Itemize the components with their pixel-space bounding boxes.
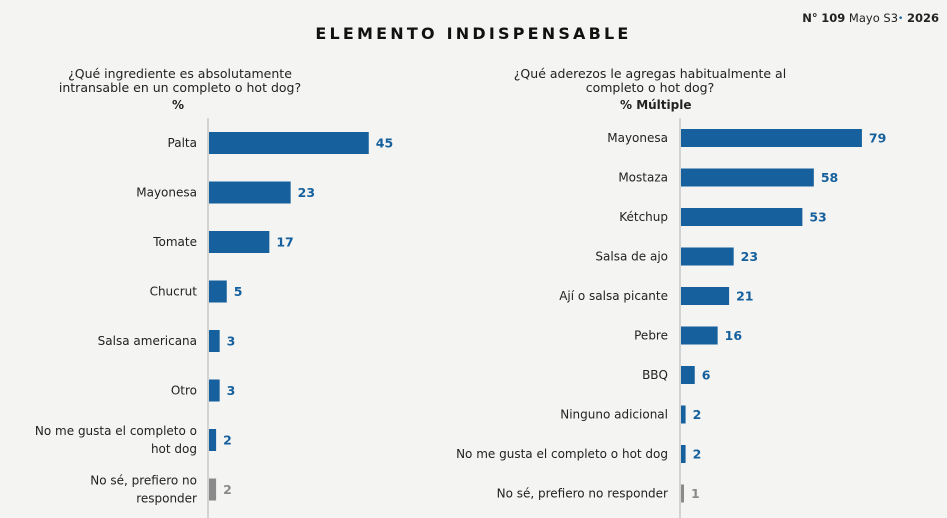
chart-1-bar [681,326,718,345]
chart-0-value-label: 17 [276,235,293,250]
chart-1-category-label: Mostaza [618,171,668,185]
chart-1-category-label: No me gusta el completo o hot dog [456,447,668,461]
issue-number: 109 [821,11,846,25]
chart-0-category-label: Salsa americana [98,334,197,348]
chart-0-value-label: 2 [223,433,232,448]
right-unit-label: % Múltiple [620,98,692,112]
chart-1-value-label: 2 [693,407,702,422]
left-question-line2: intransable en un completo o hot dog? [58,80,302,95]
chart-0-bar [209,429,217,451]
chart-1-bar [681,287,730,305]
chart-1-category-label: Ninguno adicional [560,408,668,422]
chart-1-value-label: 79 [869,131,886,146]
chart-0-category-label: No me gusta el completo o hot dog [35,424,197,456]
chart-1-category-label: Kétchup [619,210,668,224]
chart-0-value-label: 2 [223,482,232,497]
chart-0-bar [209,379,220,402]
right-question: ¿Qué aderezos le agregas habitualmente a… [480,67,820,95]
chart-0-category-label: Tomate [152,235,197,249]
right-question-line1: ¿Qué aderezos le agregas habitualmente a… [513,66,787,81]
issue-prefix: N° [802,11,818,25]
chart-0-category-label: Palta [168,136,197,150]
chart-1-value-label: 53 [809,210,826,225]
chart-1-bar [681,247,734,266]
issue-info: N° 109 Mayo S3• 2026 [802,11,939,25]
left-question-line1: ¿Qué ingrediente es absolutamente [68,66,292,81]
chart-0-value-label: 23 [298,185,315,200]
chart-1-category-label: Ají o salsa picante [559,289,668,303]
chart-0-bar [209,280,227,303]
chart-0-bar [209,181,291,204]
chart-1-category-label: Pebre [634,329,668,343]
right-question-line2: completo o hot dog? [585,80,715,95]
page-title: ELEMENTO INDISPENSABLE [315,24,632,43]
chart-1-bar [681,484,684,503]
chart-1-value-label: 6 [702,368,711,383]
chart-0-value-label: 3 [227,334,236,349]
left-question: ¿Qué ingrediente es absolutamente intran… [30,67,330,95]
chart-1-bar [681,168,814,187]
chart-1-bar [681,208,803,226]
chart-0-category-label: Mayonesa [136,186,197,200]
chart-1-bar [681,445,686,463]
chart-1-value-label: 23 [741,249,758,264]
chart-1-category-label: Salsa de ajo [595,250,668,264]
issue-month: Mayo S3 [848,11,899,25]
chart-1-value-label: 1 [691,486,700,501]
chart-1-value-label: 21 [736,289,753,304]
left-unit-label: % [172,98,185,112]
chart-1-value-label: 58 [821,170,838,185]
chart-0-value-label: 45 [376,136,393,151]
chart-1-bar [681,405,686,424]
issue-year: 2026 [906,11,939,25]
chart-0-category-label: Chucrut [150,285,198,299]
chart-0-category-label: Otro [171,384,197,398]
chart-0-value-label: 5 [234,284,243,299]
issue-bullet: • [898,14,904,24]
chart-0-category-label: No sé, prefiero no responder [90,474,197,506]
chart-0-value-label: 3 [227,383,236,398]
chart-1-bar [681,129,862,147]
chart-1-value-label: 16 [725,328,743,343]
chart-1-category-label: Mayonesa [607,131,668,145]
chart-0-bar [209,132,369,154]
chart-0-bar [209,330,220,352]
chart-1-category-label: No sé, prefiero no responder [497,487,668,501]
chart-0-bar [209,231,270,253]
chart-1-value-label: 2 [693,447,702,462]
chart-0-bar [209,478,217,501]
chart-1-category-label: BBQ [642,368,668,382]
chart-1-bar [681,366,695,384]
